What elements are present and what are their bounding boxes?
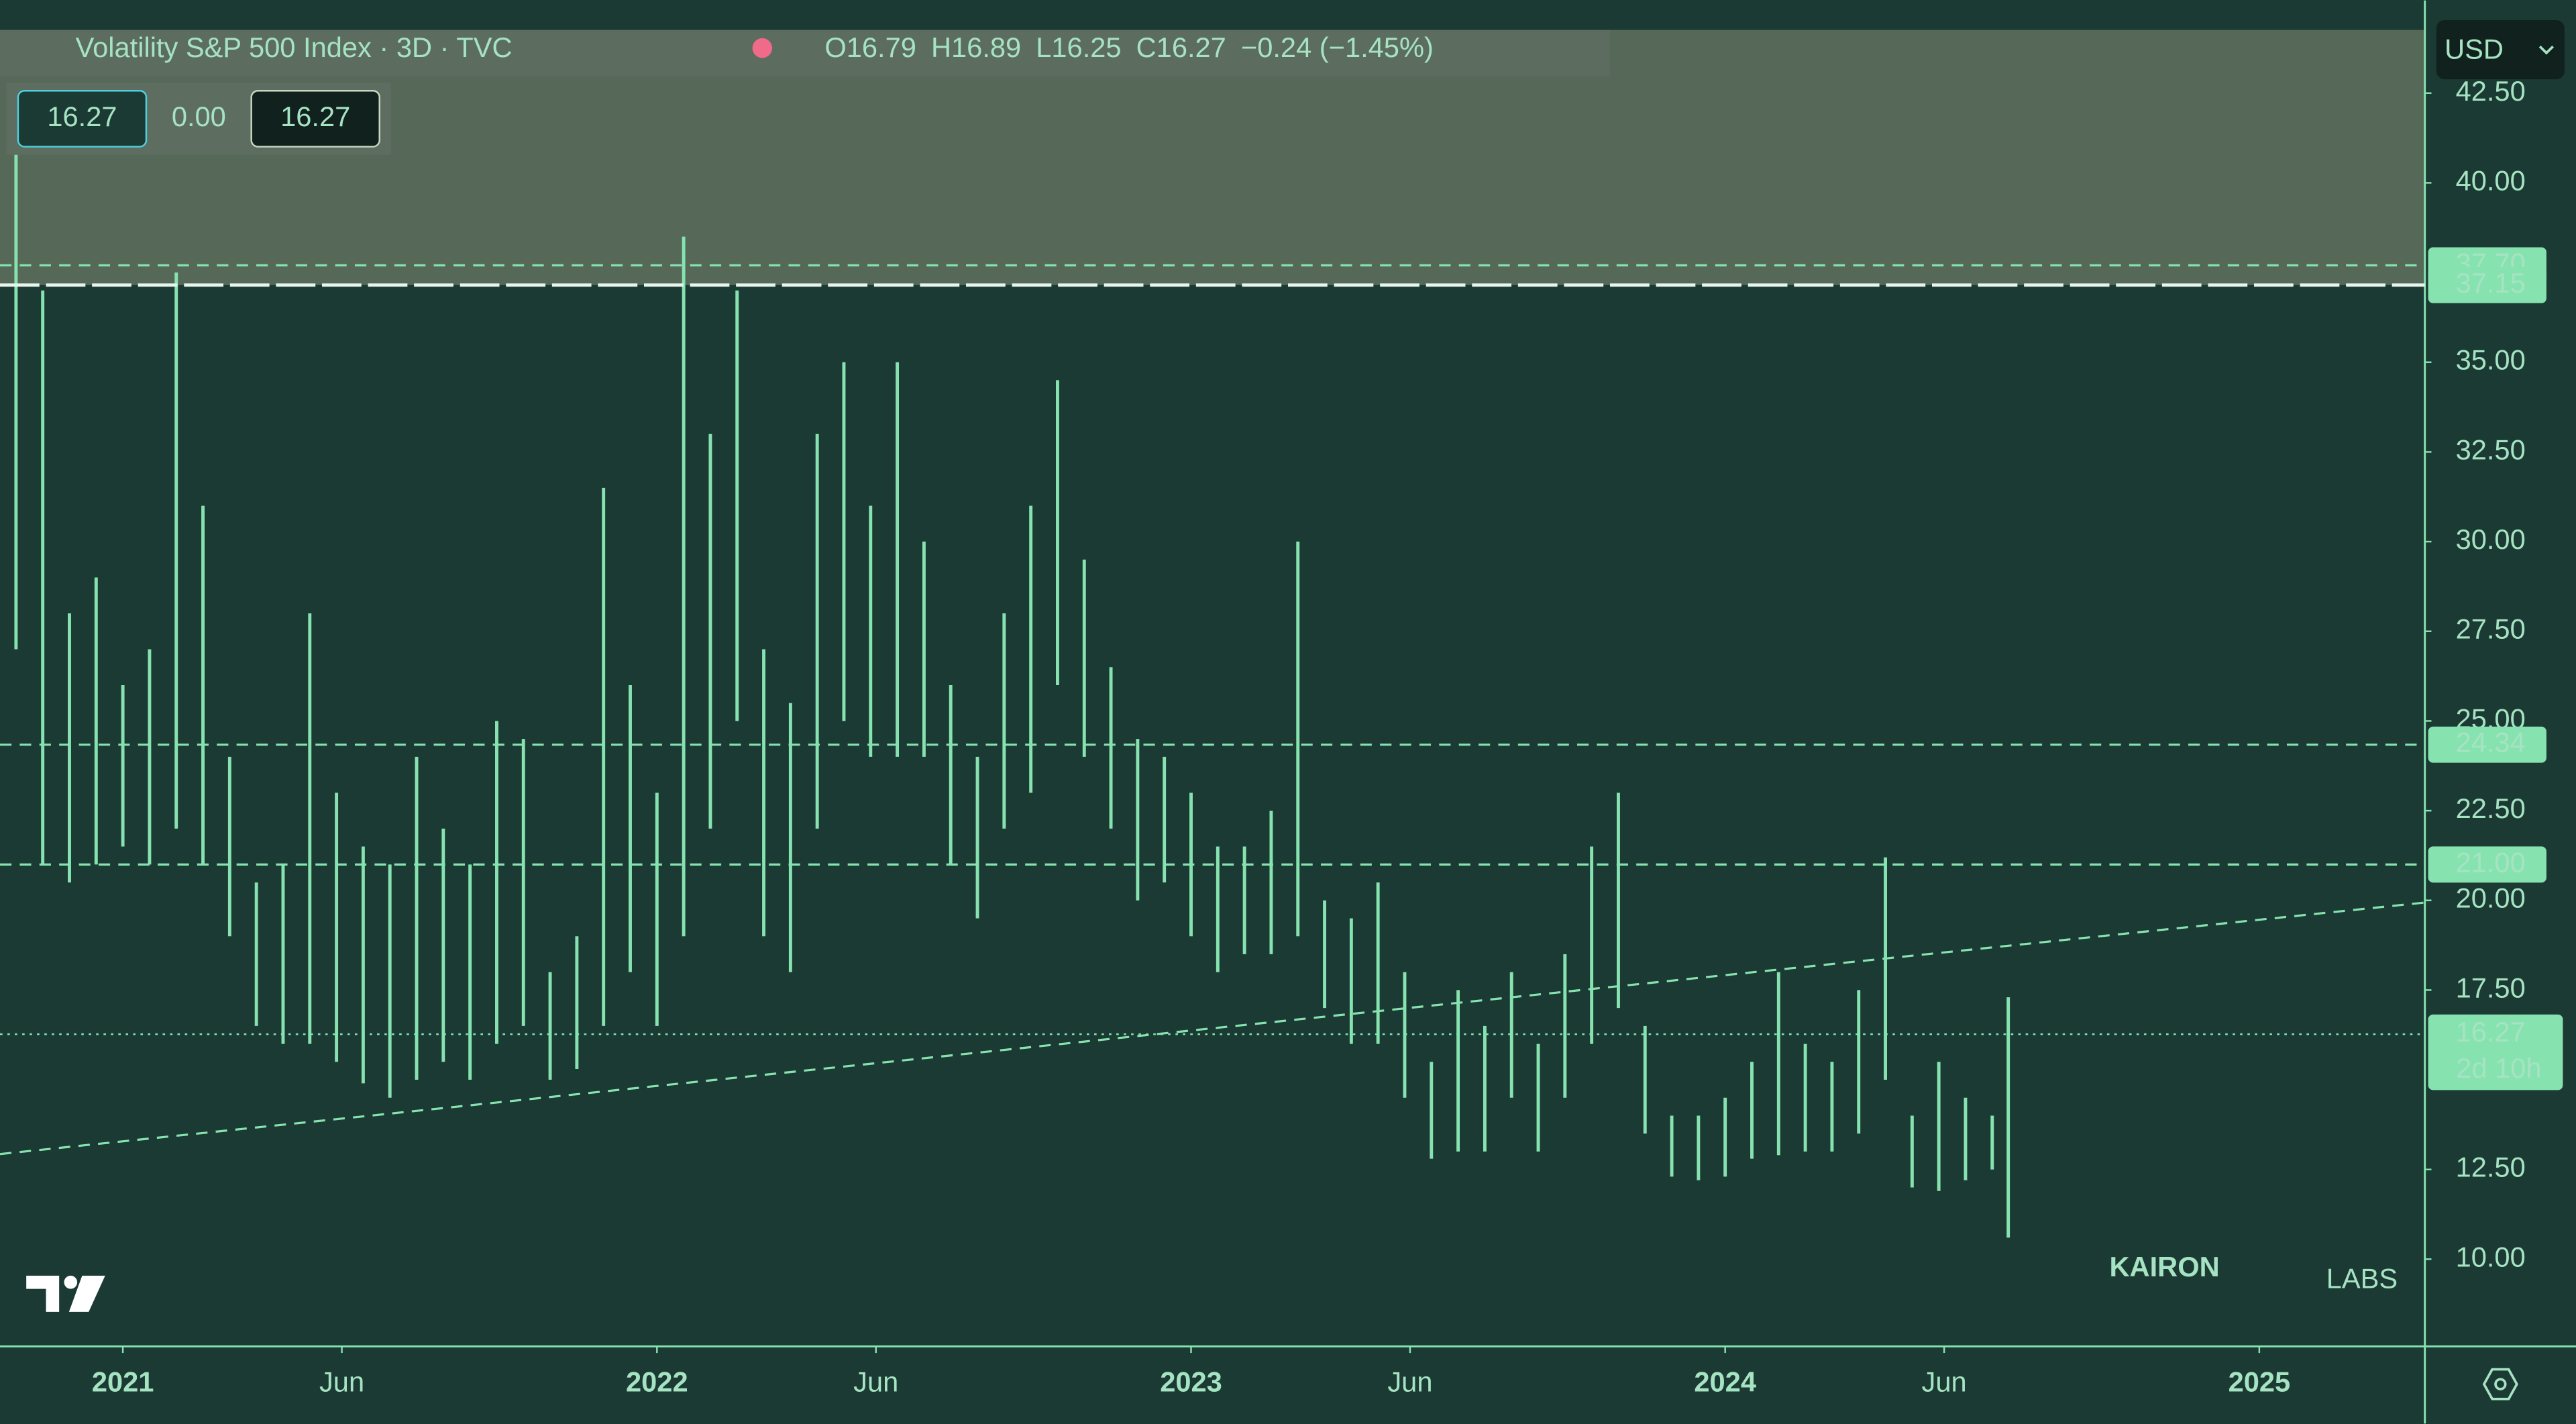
box-value: 0.00 bbox=[172, 101, 226, 132]
brand-sub: LABS bbox=[2326, 1262, 2398, 1294]
y-tick-label: 22.50 bbox=[2456, 793, 2526, 824]
y-tick-label: 10.00 bbox=[2456, 1241, 2526, 1272]
x-tick-label: 2023 bbox=[1160, 1366, 1222, 1398]
y-tick-label: 27.50 bbox=[2456, 613, 2526, 645]
x-tick-label: Jun bbox=[853, 1366, 898, 1398]
y-tick-label: 12.50 bbox=[2456, 1152, 2526, 1183]
y-tick-label: 30.00 bbox=[2456, 523, 2526, 555]
box bbox=[17, 90, 148, 148]
currency-button[interactable] bbox=[2436, 19, 2565, 80]
quote-value: −0.24 (−1.45%) bbox=[1241, 32, 1434, 63]
chart-title: Volatility S&P 500 Index · 3D · TVC bbox=[76, 32, 513, 63]
y-tick-label: 40.00 bbox=[2456, 164, 2526, 196]
legend-bg bbox=[0, 30, 1610, 77]
y-tick-label: 35.00 bbox=[2456, 344, 2526, 376]
last-price-bg bbox=[2428, 1014, 2563, 1090]
x-tick-label: Jun bbox=[319, 1366, 364, 1398]
settings-shape[interactable] bbox=[2482, 1368, 2518, 1401]
quote-value: L16.25 bbox=[1036, 32, 1121, 63]
level-label: 24.34 bbox=[2456, 727, 2526, 758]
level-label: 21.00 bbox=[2456, 846, 2526, 878]
tv-logo-part bbox=[26, 1276, 60, 1312]
x-tick-label: 2021 bbox=[92, 1366, 154, 1398]
quote-value: C16.27 bbox=[1136, 32, 1226, 63]
level-label: 37.15 bbox=[2456, 267, 2526, 299]
tv-logo-part bbox=[68, 1276, 105, 1312]
box bbox=[250, 90, 380, 148]
x-tick-label: 2024 bbox=[1694, 1366, 1756, 1398]
x-tick-label: Jun bbox=[1387, 1366, 1432, 1398]
tv-logo-part bbox=[64, 1276, 78, 1289]
y-tick-label: 32.50 bbox=[2456, 434, 2526, 465]
settings-shape[interactable] bbox=[2494, 1378, 2507, 1390]
tv-logo bbox=[26, 1276, 105, 1312]
y-tick-label: 42.50 bbox=[2456, 75, 2526, 107]
box-value: 16.27 bbox=[47, 101, 117, 132]
y-tick-label: 20.00 bbox=[2456, 882, 2526, 914]
y-tick-label: 17.50 bbox=[2456, 972, 2526, 1003]
currency[interactable]: USD bbox=[2445, 34, 2504, 65]
box-value: 16.27 bbox=[280, 101, 350, 132]
quote-value: O16.79 bbox=[824, 32, 916, 63]
dropdown-icon[interactable] bbox=[2538, 45, 2555, 55]
settings-icon[interactable] bbox=[2482, 1368, 2518, 1401]
quote: O16.79 H16.89 L16.25 C16.27 −0.24 (−1.45%) bbox=[824, 32, 1433, 63]
x-tick-label: Jun bbox=[1922, 1366, 1967, 1398]
level-label-bg bbox=[2428, 726, 2546, 763]
brand: KAIRON bbox=[2109, 1251, 2219, 1282]
trendline bbox=[0, 901, 2425, 1156]
quote-value: H16.89 bbox=[931, 32, 1021, 63]
x-tick-label: 2025 bbox=[2229, 1366, 2291, 1398]
countdown: 2d 10h bbox=[2456, 1052, 2541, 1084]
x-tick-label: 2022 bbox=[626, 1366, 688, 1398]
last-price-label: 16.27 bbox=[2456, 1016, 2526, 1048]
level-label-bg bbox=[2428, 266, 2546, 303]
status-dot bbox=[752, 38, 773, 58]
level-label-bg bbox=[2428, 846, 2546, 883]
